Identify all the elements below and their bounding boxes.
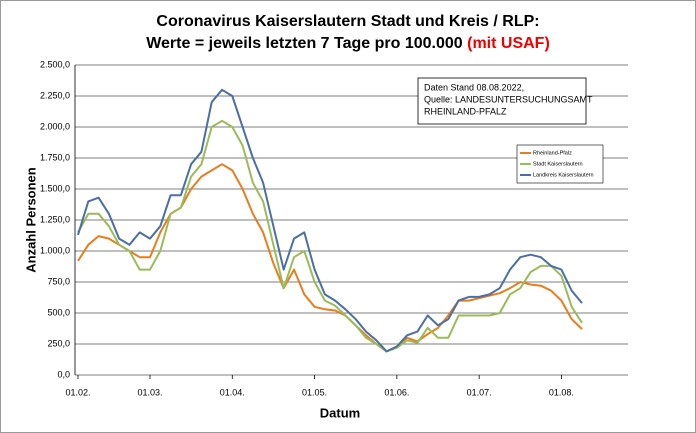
y-tick-label: 2.500,0	[40, 59, 70, 69]
y-tick-label: 750,0	[47, 276, 70, 286]
y-axis-label: Anzahl Personen	[23, 167, 38, 273]
series-line	[77, 88, 583, 353]
legend-box	[516, 144, 604, 184]
annotation-box	[417, 77, 587, 125]
subtitle-highlight: (mit USAF)	[467, 35, 550, 52]
y-tick-label: 250,0	[47, 338, 70, 348]
x-tick-label: 01.03.	[137, 387, 162, 397]
x-tick-label: 01.02.	[65, 387, 90, 397]
x-tick-label: 01.06.	[384, 387, 409, 397]
y-tick-label: 1.000,0	[40, 245, 70, 255]
subtitle-text: Werte = jeweils letzten 7 Tage pro 100.0…	[146, 35, 463, 52]
series-line	[77, 163, 583, 353]
y-tick-label: 500,0	[47, 307, 70, 317]
x-tick-label: 01.05.	[302, 387, 327, 397]
y-tick-label: 1.250,0	[40, 214, 70, 224]
chart-title: Coronavirus Kaiserslautern Stadt und Kre…	[156, 13, 539, 30]
legend-label: Rheinland-Pfalz	[533, 150, 572, 156]
x-tick-label: 01.04.	[220, 387, 245, 397]
y-tick-label: 0,0	[57, 369, 70, 379]
y-tick-label: 1.750,0	[40, 152, 70, 162]
legend-label: Stadt Kaiserslautern	[533, 161, 583, 167]
x-tick-label: 01.07.	[467, 387, 492, 397]
annotation-text: Quelle: LANDESUNTERSUCHUNGSAMT	[424, 94, 593, 104]
annotation-text: Daten Stand 08.08.2022,	[424, 82, 524, 92]
y-tick-label: 2.250,0	[40, 90, 70, 100]
x-axis-label: Datum	[320, 405, 360, 420]
y-tick-label: 2.000,0	[40, 121, 70, 131]
series-line	[77, 119, 583, 353]
legend-label: Landkreis Kaiserslautern	[533, 172, 594, 178]
annotation-text: RHEINLAND-PFALZ	[424, 106, 507, 116]
chart-subtitle: Werte = jeweils letzten 7 Tage pro 100.0…	[146, 35, 550, 52]
y-tick-label: 1.500,0	[40, 183, 70, 193]
x-tick-label: 01.08.	[549, 387, 574, 397]
